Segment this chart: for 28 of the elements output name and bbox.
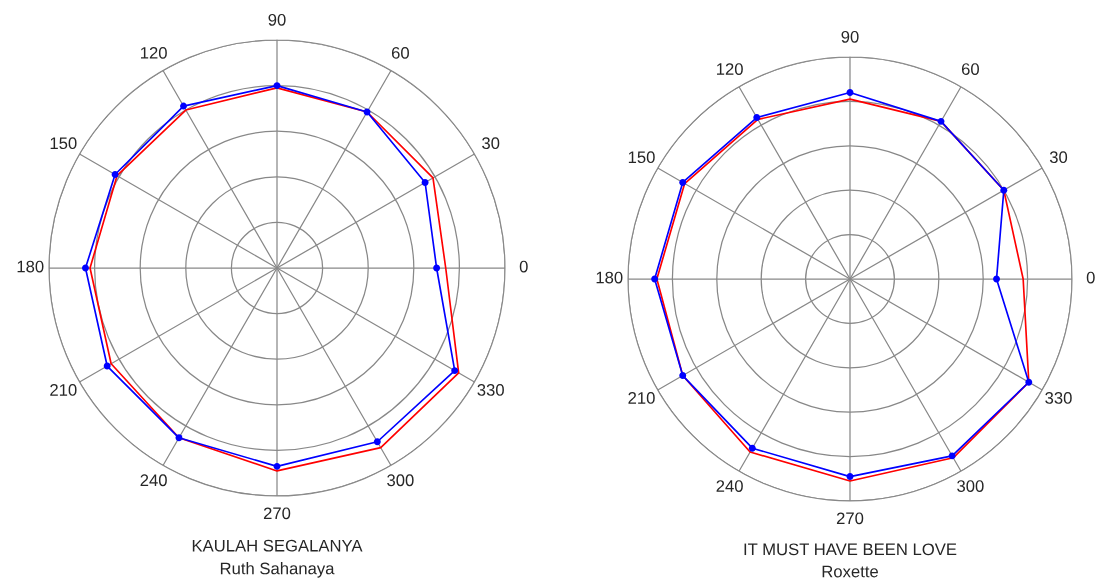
spoke-label: 270 — [836, 512, 864, 525]
spoke-label: 150 — [628, 151, 655, 164]
text: KAULAH SEGALANYA — [192, 539, 363, 552]
spoke-label: 330 — [1045, 392, 1072, 404]
spoke-label: 90 — [841, 30, 859, 43]
spoke-label: 270 — [263, 507, 291, 520]
spoke-label: 30 — [1049, 151, 1068, 164]
spoke-label: 300 — [957, 480, 984, 492]
spoke-label: 0 — [1086, 271, 1095, 284]
spoke-label: 180 — [17, 260, 44, 273]
spoke-label: 120 — [716, 63, 743, 75]
text: IT MUST HAVE BEEN LOVE — [744, 543, 957, 556]
spoke-label: 60 — [961, 63, 979, 75]
text: Roxette — [822, 565, 878, 578]
spoke-label: 240 — [716, 480, 743, 492]
text: Ruth Sahanaya — [220, 562, 335, 578]
spoke-label: 150 — [50, 137, 77, 150]
spoke-label: 180 — [596, 271, 623, 284]
spoke-label: 330 — [477, 384, 504, 396]
spoke-label: 120 — [140, 46, 167, 59]
spoke-label: 90 — [268, 13, 286, 26]
spoke-label: 210 — [50, 384, 77, 396]
spoke-label: 240 — [140, 474, 167, 487]
spoke-label: 30 — [482, 137, 500, 150]
spoke-label: 210 — [628, 392, 655, 404]
spoke-label: 0 — [519, 260, 528, 273]
spoke-label: 300 — [387, 474, 414, 487]
spoke-label: 60 — [391, 46, 409, 59]
